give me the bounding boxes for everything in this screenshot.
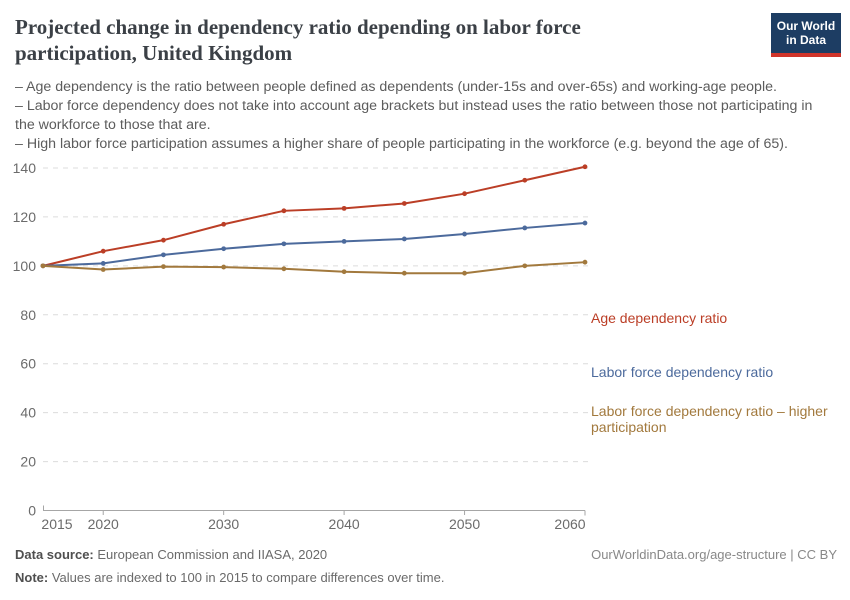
data-source-line: Data source: European Commission and IIA…	[15, 547, 328, 562]
x-tick-label-2020: 2020	[88, 516, 119, 532]
data-point	[582, 220, 588, 226]
data-point	[401, 270, 407, 276]
x-tick-label-2030: 2030	[208, 516, 239, 532]
y-tick-label-140: 140	[13, 160, 37, 176]
series-line-2	[42, 261, 586, 275]
data-point	[281, 208, 287, 214]
data-point	[582, 259, 588, 265]
y-tick-label-0: 0	[28, 503, 36, 519]
data-point	[161, 252, 166, 258]
x-tick-label-2050: 2050	[449, 516, 480, 532]
data-point	[341, 269, 347, 275]
line-chart: 0 20 40 60 80 100 120 140 2015 2020 2030 2040 2050 20…	[0, 150, 850, 545]
owid-logo-text: Our World in Data	[771, 13, 841, 53]
data-point	[462, 231, 467, 237]
data-point	[100, 267, 106, 272]
data-point	[401, 236, 407, 242]
subtitle-line-2: – Labor force dependency does not take i…	[15, 98, 813, 133]
x-tick-label-2040: 2040	[329, 516, 360, 532]
legend-label-labor-force-dependency[interactable]: Labor force dependency ratio	[591, 364, 774, 380]
legend-label-age-dependency[interactable]: Age dependency ratio	[591, 310, 728, 326]
footer-left: Data source: European Commission and IIA…	[15, 543, 444, 589]
data-point	[161, 264, 166, 269]
y-tick-label-100: 100	[13, 258, 37, 274]
y-tick-label-40: 40	[20, 405, 36, 421]
data-point	[341, 205, 347, 211]
note-line: Note: Values are indexed to 100 in 2015 …	[15, 570, 445, 585]
data-point	[221, 221, 227, 227]
data-point	[221, 246, 227, 252]
legend-label-labor-force-higher-participation[interactable]: Labor force dependency ratio – higher pa…	[591, 403, 828, 435]
data-point	[341, 238, 347, 244]
subtitle-line-3: – High labor force participation assumes…	[15, 136, 788, 152]
y-tick-label-120: 120	[13, 209, 37, 225]
owid-logo[interactable]: Our World in Data	[771, 13, 841, 57]
owid-logo-red-bar	[771, 53, 841, 57]
footer-link[interactable]: OurWorldinData.org/age-structure | CC BY	[591, 547, 837, 562]
x-tick-label-2015: 2015	[41, 516, 72, 532]
chart-subtitle: – Age dependency is the ratio between pe…	[15, 78, 830, 154]
data-point	[522, 225, 528, 231]
data-point	[582, 164, 588, 170]
data-point	[161, 237, 166, 243]
data-point	[462, 191, 467, 197]
data-point	[100, 261, 106, 266]
y-tick-label-60: 60	[20, 356, 36, 372]
subtitle-line-1: – Age dependency is the ratio between pe…	[15, 79, 777, 95]
data-point	[221, 264, 227, 270]
data-point	[462, 270, 467, 276]
data-point	[100, 248, 106, 254]
chart-footer: Data source: European Commission and IIA…	[15, 543, 837, 589]
page-title: Projected change in dependency ratio dep…	[15, 15, 581, 65]
series-line-0	[42, 165, 586, 267]
y-tick-label-20: 20	[20, 454, 36, 470]
data-point	[281, 241, 287, 247]
series-line-1	[42, 222, 586, 267]
data-point	[281, 266, 287, 272]
data-point	[40, 263, 46, 269]
data-point	[401, 201, 407, 206]
data-point	[522, 177, 528, 183]
y-tick-label-80: 80	[20, 307, 36, 323]
data-point	[522, 263, 528, 269]
x-tick-label-2060: 2060	[554, 516, 585, 532]
